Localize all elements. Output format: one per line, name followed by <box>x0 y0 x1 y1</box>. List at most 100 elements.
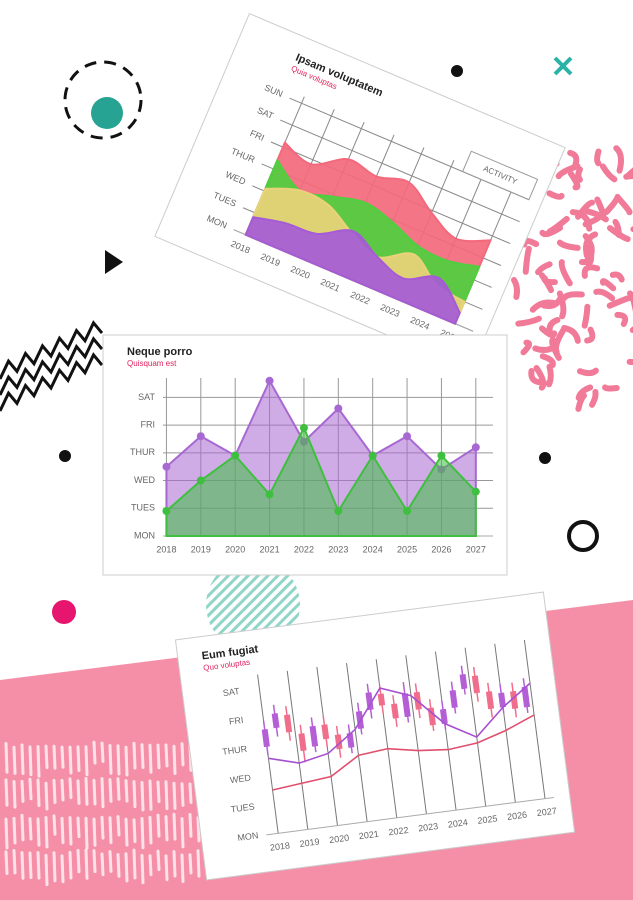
dash <box>52 744 57 770</box>
grid-line <box>405 655 427 815</box>
grid-line <box>346 662 368 822</box>
y-tick-label: MON <box>134 530 155 540</box>
button[interactable]: ACTIVITY <box>462 150 539 201</box>
card: MON TUES WED THUR FRI SAT 2018 2019 2020 2021 2022… <box>102 334 508 576</box>
cross <box>553 56 573 76</box>
y-tick-label: TUES <box>230 801 255 814</box>
squiggle <box>581 264 601 279</box>
dash <box>36 778 41 808</box>
zigzag <box>0 352 104 412</box>
dash <box>76 816 81 839</box>
dash <box>76 848 81 874</box>
dash <box>124 779 129 803</box>
squiggle <box>549 336 562 361</box>
squiggle <box>556 290 567 320</box>
squiggle <box>615 195 633 216</box>
marker <box>403 507 412 516</box>
dash <box>20 851 25 880</box>
triangle <box>105 250 123 274</box>
x-tick-label: 2019 <box>299 836 320 848</box>
candle-body <box>449 689 458 709</box>
candle-body <box>271 713 280 729</box>
marker <box>265 376 274 385</box>
x-tick-label: 2025 <box>397 544 417 554</box>
candle-body <box>401 693 411 718</box>
dash <box>44 744 49 770</box>
dash <box>20 779 25 803</box>
button-bg[interactable] <box>462 150 539 201</box>
squiggle <box>546 215 570 235</box>
x-tick-label: 2026 <box>431 544 451 554</box>
squiggle <box>520 339 532 356</box>
chart-subtitle: Quisquam est <box>127 359 177 368</box>
dash <box>100 741 105 763</box>
dash <box>60 816 65 845</box>
dash <box>20 743 25 775</box>
dash <box>68 745 73 775</box>
dash <box>132 780 137 809</box>
dash <box>140 743 145 769</box>
marker <box>334 404 343 413</box>
card: MON TUES WED THUR FRI SAT 2018 2019 2020 2021 2022… <box>174 591 576 881</box>
y-tick-label: WED <box>229 773 252 786</box>
card: MONTUESWEDTHURFRISATSUN20182019202020212… <box>154 12 566 372</box>
dash <box>148 854 153 877</box>
squiggle <box>614 311 629 328</box>
dash <box>108 743 113 775</box>
candle-body <box>459 674 468 690</box>
ring <box>567 520 599 552</box>
x-tick-label: 2026 <box>507 809 528 821</box>
squiggle <box>556 239 581 251</box>
plot: MON TUES WED THUR FRI SAT 2018 2019 2020 2021 2022… <box>130 376 493 554</box>
dash <box>36 851 41 880</box>
candle-body <box>309 725 319 747</box>
squiggle <box>606 294 633 309</box>
marker <box>471 487 480 496</box>
dash <box>84 745 89 777</box>
candle-body <box>471 675 481 694</box>
candle-body <box>485 691 495 710</box>
x-tick-label: 2021 <box>260 544 280 554</box>
squiggle <box>581 303 591 329</box>
squiggle <box>589 388 599 408</box>
x-tick-label: 2023 <box>418 821 439 833</box>
squiggle <box>546 190 565 200</box>
squiggle <box>561 324 581 344</box>
marker <box>299 423 308 432</box>
dash <box>148 743 153 774</box>
dash <box>100 777 105 809</box>
marker <box>162 462 171 471</box>
dash <box>12 745 17 775</box>
dash <box>84 816 89 850</box>
x-tick-label: 2023 <box>328 544 348 554</box>
x-tick-label: 2021 <box>358 829 379 841</box>
squiggle <box>521 237 540 248</box>
y-tick-label: WED <box>134 475 155 485</box>
marker <box>196 476 205 485</box>
candle-body <box>321 724 330 740</box>
squiggle <box>515 315 542 327</box>
dash <box>164 743 169 768</box>
squiggle <box>529 299 559 313</box>
dash <box>180 742 185 767</box>
dash <box>124 817 129 847</box>
dash <box>172 850 177 878</box>
dash <box>132 848 137 880</box>
dash <box>188 853 193 875</box>
squiggle <box>613 145 625 174</box>
grid-line <box>286 670 309 830</box>
teal-dot <box>91 97 123 129</box>
squiggle <box>533 365 547 391</box>
dash <box>28 851 33 880</box>
dash <box>36 817 41 847</box>
candle-body <box>298 733 307 752</box>
squiggle <box>541 275 558 286</box>
squiggle <box>582 233 595 254</box>
x-axis <box>266 796 554 836</box>
dash <box>140 781 145 812</box>
dash <box>196 849 201 878</box>
dash <box>180 782 185 807</box>
candle-body <box>498 692 506 708</box>
dot <box>539 452 551 464</box>
dash <box>4 742 9 774</box>
